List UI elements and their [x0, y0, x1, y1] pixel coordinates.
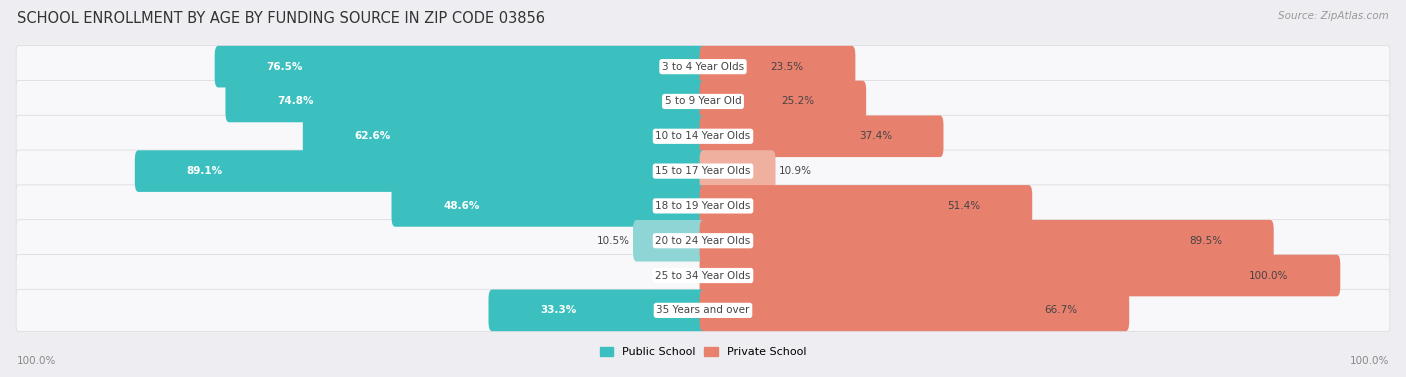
Text: 15 to 17 Year Olds: 15 to 17 Year Olds [655, 166, 751, 176]
Text: 5 to 9 Year Old: 5 to 9 Year Old [665, 97, 741, 106]
FancyBboxPatch shape [15, 289, 1391, 331]
FancyBboxPatch shape [488, 290, 706, 331]
Text: 25 to 34 Year Olds: 25 to 34 Year Olds [655, 271, 751, 280]
Text: 3 to 4 Year Olds: 3 to 4 Year Olds [662, 62, 744, 72]
FancyBboxPatch shape [700, 81, 866, 122]
Text: Source: ZipAtlas.com: Source: ZipAtlas.com [1278, 11, 1389, 21]
FancyBboxPatch shape [700, 255, 1340, 296]
FancyBboxPatch shape [15, 115, 1391, 157]
FancyBboxPatch shape [15, 46, 1391, 88]
Text: 89.5%: 89.5% [1189, 236, 1222, 246]
Text: 23.5%: 23.5% [770, 62, 804, 72]
FancyBboxPatch shape [700, 46, 855, 87]
FancyBboxPatch shape [391, 185, 706, 227]
FancyBboxPatch shape [215, 46, 706, 87]
FancyBboxPatch shape [15, 220, 1391, 262]
Text: 100.0%: 100.0% [1249, 271, 1289, 280]
FancyBboxPatch shape [15, 254, 1391, 297]
FancyBboxPatch shape [225, 81, 706, 122]
Text: 74.8%: 74.8% [277, 97, 314, 106]
FancyBboxPatch shape [700, 150, 776, 192]
FancyBboxPatch shape [15, 150, 1391, 192]
FancyBboxPatch shape [15, 80, 1391, 123]
FancyBboxPatch shape [700, 290, 1129, 331]
Text: 37.4%: 37.4% [859, 131, 891, 141]
Text: 48.6%: 48.6% [443, 201, 479, 211]
Text: 100.0%: 100.0% [1350, 356, 1389, 366]
Text: 76.5%: 76.5% [266, 62, 302, 72]
Text: 51.4%: 51.4% [948, 201, 980, 211]
Text: 10.5%: 10.5% [596, 236, 630, 246]
Text: 18 to 19 Year Olds: 18 to 19 Year Olds [655, 201, 751, 211]
Text: 10.9%: 10.9% [779, 166, 813, 176]
FancyBboxPatch shape [302, 115, 706, 157]
FancyBboxPatch shape [700, 115, 943, 157]
Text: SCHOOL ENROLLMENT BY AGE BY FUNDING SOURCE IN ZIP CODE 03856: SCHOOL ENROLLMENT BY AGE BY FUNDING SOUR… [17, 11, 546, 26]
FancyBboxPatch shape [135, 150, 706, 192]
Legend: Public School, Private School: Public School, Private School [596, 343, 810, 360]
Text: 35 Years and over: 35 Years and over [657, 305, 749, 315]
Text: 89.1%: 89.1% [187, 166, 222, 176]
Text: 10 to 14 Year Olds: 10 to 14 Year Olds [655, 131, 751, 141]
FancyBboxPatch shape [700, 220, 1274, 262]
FancyBboxPatch shape [15, 185, 1391, 227]
Text: 20 to 24 Year Olds: 20 to 24 Year Olds [655, 236, 751, 246]
Text: 33.3%: 33.3% [540, 305, 576, 315]
Text: 62.6%: 62.6% [354, 131, 391, 141]
FancyBboxPatch shape [633, 220, 706, 262]
Text: 100.0%: 100.0% [17, 356, 56, 366]
Text: 66.7%: 66.7% [1045, 305, 1077, 315]
Text: 25.2%: 25.2% [782, 97, 814, 106]
FancyBboxPatch shape [700, 185, 1032, 227]
